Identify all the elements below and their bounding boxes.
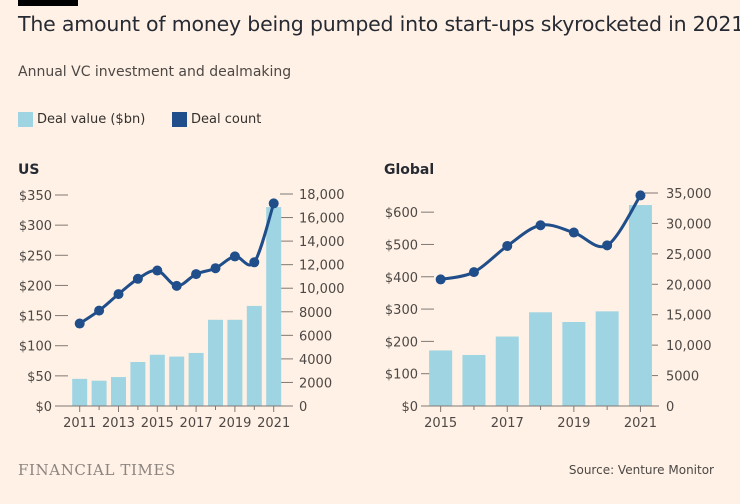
right-axis-tick-label: 6000: [299, 329, 332, 344]
deal-count-point-2014: [132, 273, 143, 284]
legend-label-deal-value: Deal value ($bn): [37, 112, 146, 127]
left-axis-tick-label: $150: [19, 310, 52, 325]
bar-2017: [188, 352, 204, 406]
deal-count-point-2016: [468, 267, 479, 278]
x-axis-tick-label: 2019: [218, 416, 251, 431]
left-axis-tick-label: $100: [19, 340, 52, 355]
right-axis-tick-label: 0: [666, 400, 674, 415]
brand-bar: [18, 0, 78, 6]
bar-2020: [246, 305, 262, 406]
left-axis-tick-label: $300: [19, 219, 52, 234]
deal-count-point-2017: [502, 240, 513, 251]
deal-count-line: [440, 194, 642, 281]
deal-count-point-2020: [249, 257, 260, 268]
right-axis-tick-label: 5000: [666, 370, 699, 385]
legend-label-deal-count: Deal count: [191, 112, 262, 127]
left-axis-tick-label: $200: [385, 335, 418, 350]
bar-2016: [462, 354, 486, 406]
right-axis-tick-label: 10,000: [299, 282, 345, 297]
bar-2018: [529, 312, 553, 406]
right-axis-tick-label: 2000: [299, 376, 332, 391]
right-axis-tick-label: 4000: [299, 353, 332, 368]
deal-count-point-2021: [268, 198, 279, 209]
chart-title: The amount of money being pumped into st…: [18, 12, 740, 36]
x-axis-tick-label: 2015: [141, 416, 174, 431]
left-axis-tick-label: $50: [27, 370, 52, 385]
right-axis-tick-label: 35,000: [666, 187, 712, 202]
right-axis-tick-label: 16,000: [299, 212, 345, 227]
left-axis-tick-label: $400: [385, 271, 418, 286]
right-axis-tick-label: 0: [299, 400, 307, 415]
left-axis-tick-label: $200: [19, 279, 52, 294]
bar-2019: [227, 319, 243, 406]
bar-2021: [628, 205, 652, 406]
legend-item-deal-value: Deal value ($bn): [18, 112, 145, 127]
bar-2019: [562, 322, 586, 406]
right-axis-tick-label: 20,000: [666, 278, 712, 293]
bar-2021: [266, 207, 282, 406]
left-axis-tick-label: $250: [19, 249, 52, 264]
right-axis-tick-label: 18,000: [299, 188, 345, 203]
deal-count-point-2020: [602, 240, 613, 251]
bar-2014: [130, 361, 146, 406]
x-axis-tick-label: 2019: [557, 416, 590, 431]
bar-2020: [595, 311, 619, 406]
panel-title-us: US: [18, 162, 40, 178]
left-axis-tick-label: $0: [35, 400, 52, 415]
bar-2015: [149, 354, 165, 406]
bar-2016: [169, 356, 185, 406]
legend-swatch-deal-value: [18, 112, 33, 127]
deal-count-point-2012: [94, 305, 105, 316]
left-axis-tick-label: $600: [385, 206, 418, 221]
deal-count-point-2011: [74, 318, 85, 329]
panel-title-global: Global: [384, 162, 435, 178]
right-axis-tick-label: 30,000: [666, 217, 712, 232]
left-axis-tick-label: $300: [385, 303, 418, 318]
x-axis-tick-label: 2017: [180, 416, 213, 431]
deal-count-point-2016: [171, 280, 182, 291]
right-axis-tick-label: 15,000: [666, 309, 712, 324]
x-axis-tick-label: 2011: [63, 416, 96, 431]
deal-count-point-2018: [210, 263, 221, 274]
chart-subtitle: Annual VC investment and dealmaking: [18, 64, 292, 80]
right-axis-tick-label: 14,000: [299, 235, 345, 250]
right-axis-tick-label: 12,000: [299, 259, 345, 274]
right-axis-tick-label: 8000: [299, 306, 332, 321]
deal-count-point-2021: [635, 190, 646, 201]
left-axis-tick-label: $350: [19, 189, 52, 204]
x-axis-tick-label: 2015: [424, 416, 457, 431]
deal-count-point-2015: [152, 265, 163, 276]
bar-2012: [91, 380, 107, 406]
x-axis-tick-label: 2021: [257, 416, 290, 431]
deal-count-point-2018: [535, 220, 546, 231]
bar-2015: [429, 350, 453, 406]
deal-count-point-2015: [435, 274, 446, 285]
x-axis-tick-label: 2017: [491, 416, 524, 431]
source-note: Source: Venture Monitor: [568, 463, 714, 477]
left-axis-tick-label: $500: [385, 238, 418, 253]
x-axis-tick-label: 2013: [102, 416, 135, 431]
bar-2018: [208, 319, 223, 406]
deal-count-point-2019: [229, 251, 240, 262]
deal-count-point-2017: [191, 269, 202, 280]
x-axis-tick-label: 2021: [624, 416, 657, 431]
left-axis-tick-label: $0: [401, 400, 418, 415]
bar-2017: [495, 336, 519, 406]
ft-logo: FINANCIAL TIMES: [18, 461, 176, 479]
legend-item-deal-count: Deal count: [172, 112, 261, 127]
deal-count-line: [78, 202, 276, 325]
left-axis-tick-label: $100: [385, 368, 418, 383]
deal-count-point-2013: [113, 289, 124, 300]
right-axis-tick-label: 10,000: [666, 339, 712, 354]
bar-2013: [111, 377, 126, 406]
bar-2011: [72, 378, 88, 406]
deal-count-point-2019: [568, 227, 579, 238]
right-axis-tick-label: 25,000: [666, 248, 712, 263]
legend-swatch-deal-count: [172, 112, 187, 127]
